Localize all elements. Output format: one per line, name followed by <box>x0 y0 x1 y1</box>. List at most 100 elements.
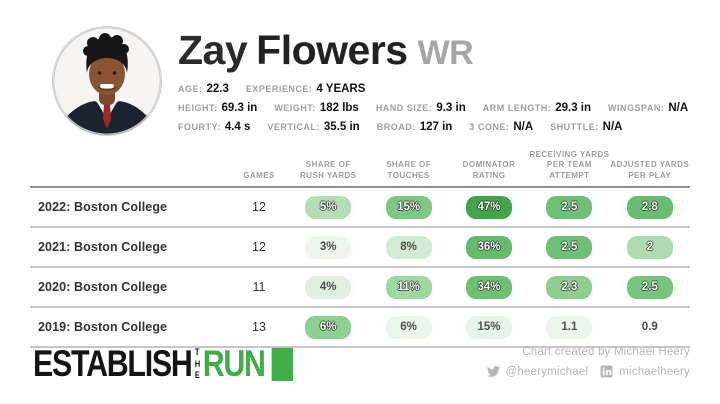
footer: ESTABLISH T H E RUN Chart created by Mic… <box>33 343 690 384</box>
column-header: DOMINATOR RATING <box>462 160 516 180</box>
stat-item: HAND SIZE: 9.3 in <box>376 102 466 114</box>
stat-cell: 3% <box>288 235 368 259</box>
twitter-handle: @heerymichael <box>505 365 589 378</box>
stat-label: FOURTY: <box>178 122 221 132</box>
stat-pill: 4% <box>305 275 352 299</box>
establish-the-run-logo: ESTABLISH T H E RUN <box>33 343 293 384</box>
stat-cell: 15% <box>449 315 529 339</box>
stat-label: WINGSPAN: <box>608 103 665 113</box>
column-header: RECEIVING YARDS PER TEAM ATTEMPT <box>529 149 610 180</box>
stat-item: 3 CONE: N/A <box>469 121 533 133</box>
column-header: SHARE OF TOUCHES <box>386 160 432 180</box>
stat-pill: 11% <box>385 275 432 299</box>
stat-cell: 34% <box>449 275 529 299</box>
stat-value: N/A <box>513 121 534 133</box>
stat-value: 35.5 in <box>323 121 360 133</box>
stat-pill: 2.5 <box>546 195 593 219</box>
table-header-row: GAMES SHARE OF RUSH YARDS SHARE OF TOUCHES… <box>30 147 690 188</box>
stat-cell: 4% <box>288 275 368 299</box>
stat-item: EXPERIENCE: 4 YEARS <box>246 83 366 95</box>
player-stat-lines: AGE: 22.3 EXPERIENCE: 4 YEARS HEIGHT: 69.3 in… <box>178 83 705 133</box>
stat-label: HAND SIZE: <box>375 103 433 113</box>
logo-the-letter: T <box>194 347 200 357</box>
row-label: 2020: Boston College <box>38 280 168 294</box>
stat-pill: 2.8 <box>626 195 673 219</box>
stat-cell: 15% <box>368 195 448 219</box>
column-header: SHARE OF RUSH YARDS <box>299 160 357 180</box>
stat-pill: 1.1 <box>546 315 593 339</box>
stat-label: HEIGHT: <box>178 103 218 113</box>
stat-cell: 36% <box>449 235 529 259</box>
stat-value: 182 lbs <box>319 102 359 114</box>
stat-cell: 2.5 <box>529 195 609 219</box>
player-headshot-illustration <box>53 27 161 135</box>
stat-pill: 6% <box>305 315 352 339</box>
stat-pill: 47% <box>465 195 512 219</box>
stat-cell: 11% <box>368 275 448 299</box>
stat-pill: 15% <box>385 195 432 219</box>
stat-item: FOURTY: 4.4 s <box>178 121 250 133</box>
stat-cell: 1.1 <box>529 315 609 339</box>
stat-pill: 2.3 <box>546 275 593 299</box>
logo-the-stack: T H E <box>195 346 200 382</box>
table-body: 2022: Boston College 12 5% 15% 47% 2.5 2.8 2021… <box>30 188 690 348</box>
stat-cell: 0.9 <box>610 316 690 339</box>
stat-pill: 34% <box>465 275 512 299</box>
stat-pill: 36% <box>465 235 512 259</box>
stat-item: HEIGHT: 69.3 in <box>178 102 257 114</box>
player-identity: Zay Flowers WR AGE: 22.3 EXPERIENCE: 4 YEARS H… <box>178 26 705 136</box>
stat-line: FOURTY: 4.4 s VERTICAL: 35.5 in BROAD: 127 in… <box>178 121 705 133</box>
stat-pill: 2.5 <box>546 235 593 259</box>
stat-value: 4 YEARS <box>316 83 366 95</box>
stat-cell: 2 <box>610 235 690 259</box>
stat-value: 29.3 in <box>555 102 592 114</box>
row-label: 2021: Boston College <box>38 240 168 254</box>
stat-label: BROAD: <box>376 122 416 132</box>
table-row: 2019: Boston College 13 6% 6% 15% 1.1 0.9 <box>30 308 690 348</box>
logo-the-letter: H <box>194 358 201 369</box>
games-value: 11 <box>252 280 266 294</box>
player-position: WR <box>417 34 474 72</box>
stat-pill: 2 <box>626 235 673 259</box>
row-label: 2022: Boston College <box>38 200 168 214</box>
stat-value: 127 in <box>419 121 453 133</box>
stat-pill: 3% <box>305 235 352 259</box>
table-row: 2021: Boston College 12 3% 8% 36% 2.5 2 <box>30 228 690 268</box>
logo-establish-text: ESTABLISH <box>33 343 193 384</box>
stat-cell: 8% <box>368 235 448 259</box>
games-value: 12 <box>252 200 266 214</box>
stat-label: 3 CONE: <box>469 122 510 132</box>
credit-text: Chart created by Michael Heery <box>522 346 690 358</box>
logo-the-letter: E <box>194 370 200 380</box>
stat-pill: 0.9 <box>641 320 658 333</box>
stat-pill: 2.5 <box>626 275 673 299</box>
stat-item: BROAD: 127 in <box>377 121 453 133</box>
stat-line: AGE: 22.3 EXPERIENCE: 4 YEARS <box>178 83 705 95</box>
stat-cell: 2.8 <box>610 195 690 219</box>
stat-label: WEIGHT: <box>274 103 316 113</box>
stat-label: ARM LENGTH: <box>482 103 552 113</box>
player-header: Zay Flowers WR AGE: 22.3 EXPERIENCE: 4 YEARS H… <box>52 26 705 136</box>
stat-cell: 2.5 <box>529 235 609 259</box>
column-header: ADJUSTED YARDS PER PLAY <box>610 160 690 180</box>
stat-label: EXPERIENCE: <box>245 84 313 94</box>
stat-cell: 6% <box>288 315 368 339</box>
linkedin-handle: michaelheery <box>619 365 690 378</box>
games-value: 12 <box>252 240 266 254</box>
social-handles: @heerymichael michaelheery <box>486 365 690 378</box>
stat-pill: 15% <box>465 315 512 339</box>
player-first-name: Zay <box>178 27 248 73</box>
stat-label: SHUTTLE: <box>550 122 599 132</box>
stat-cell: 2.3 <box>529 275 609 299</box>
player-name: Zay Flowers WR <box>178 28 705 75</box>
stat-label: VERTICAL: <box>267 122 320 132</box>
stat-value: N/A <box>602 121 623 133</box>
stat-value: 69.3 in <box>221 102 258 114</box>
stat-item: WINGSPAN: N/A <box>608 102 688 114</box>
stat-value: 9.3 in <box>436 102 466 114</box>
table-row: 2020: Boston College 11 4% 11% 34% 2.3 2.5 <box>30 268 690 308</box>
stat-value: 22.3 <box>206 83 229 95</box>
stat-value: N/A <box>668 102 689 114</box>
stat-pill: 6% <box>385 315 432 339</box>
row-label: 2019: Boston College <box>38 320 168 334</box>
